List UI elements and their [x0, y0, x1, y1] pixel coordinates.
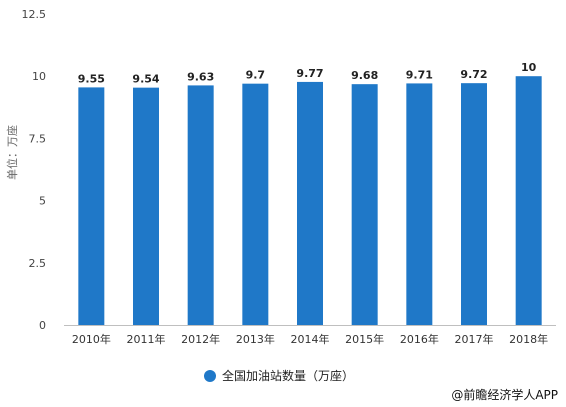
data-label: 10: [521, 61, 537, 74]
bar: [297, 81, 323, 326]
y-axis-label: 单位：万座: [6, 125, 19, 180]
x-tick-label: 2016年: [400, 332, 439, 346]
x-tick-label: 2012年: [181, 332, 220, 346]
bar: [351, 84, 378, 326]
x-tick-label: 2013年: [236, 332, 275, 346]
data-label: 9.68: [351, 69, 378, 82]
y-tick-label: 10: [32, 70, 46, 83]
legend-label: 全国加油站数量（万座）: [222, 369, 355, 383]
data-label: 9.63: [187, 70, 214, 83]
legend: 全国加油站数量（万座）: [204, 367, 354, 384]
bar: [78, 87, 105, 325]
y-tick-label: 7.5: [29, 132, 47, 145]
data-label: 9.72: [460, 68, 487, 81]
data-label: 9.54: [132, 73, 159, 86]
x-tick-label: 2018年: [509, 332, 548, 346]
data-label: 9.7: [246, 69, 266, 82]
x-tick-label: 2014年: [291, 332, 330, 346]
y-tick-label: 2.5: [29, 257, 47, 270]
y-tick-label: 0: [39, 319, 46, 332]
data-label: 9.71: [406, 68, 433, 81]
y-tick-label: 5: [39, 195, 46, 208]
bar: [515, 76, 542, 325]
bar: [133, 87, 159, 325]
data-label: 9.55: [78, 72, 105, 85]
x-tick-label: 2015年: [345, 332, 384, 346]
bar: [406, 83, 433, 326]
x-tick-label: 2011年: [127, 332, 166, 346]
data-label: 9.77: [296, 67, 323, 80]
x-tick-label: 2010年: [72, 332, 111, 346]
legend-marker: [204, 369, 216, 382]
bar: [187, 85, 214, 325]
y-tick-label: 12.5: [22, 8, 47, 21]
x-tick-label: 2017年: [455, 332, 494, 346]
source-credit: @前瞻经济学人APP: [451, 388, 558, 402]
bar: [242, 83, 269, 325]
bar: [461, 83, 487, 325]
